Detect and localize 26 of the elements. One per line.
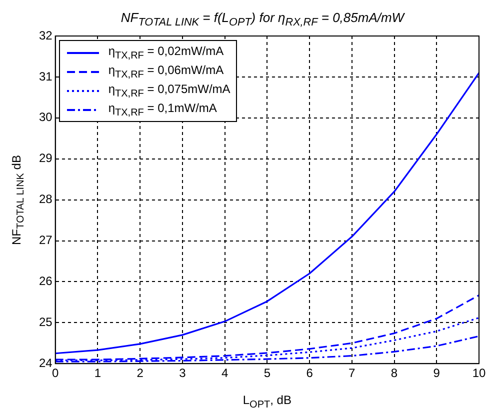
y-tick-label: 25 [38, 314, 53, 329]
y-tick-label: 31 [38, 69, 53, 84]
x-tick-label: 0 [52, 366, 60, 380]
x-tick-label: 4 [221, 366, 228, 380]
chart-title: NF$_{TOTAL LINK}$ = f(L$_{OPT}$) for η$_{RX,RF}$ = 0,85mA/mW [120, 10, 406, 29]
legend-label: η$_{TX,RF}$ = 0,075mW/mA [108, 82, 230, 100]
legend-label: η$_{TX,RF}$ = 0,02mW/mA [108, 44, 224, 62]
y-tick-label: 24 [38, 356, 53, 370]
x-tick-label: 7 [348, 366, 356, 380]
x-tick-label: 6 [306, 366, 314, 380]
y-tick-label: 32 [38, 28, 53, 42]
x-tick-label: 8 [390, 366, 398, 380]
x-tick-label: 1 [94, 366, 102, 380]
legend-label: η$_{TX,RF}$ = 0,06mW/mA [108, 62, 224, 80]
x-tick-label: 9 [433, 366, 440, 380]
y-tick-label: 27 [38, 233, 53, 248]
x-axis-title: L$_{OPT}$, dB [242, 392, 292, 410]
legend-label: η$_{TX,RF}$ = 0,1mW/mA [108, 100, 217, 118]
y-tick-label: 29 [38, 151, 53, 166]
x-tick-label: 2 [136, 366, 144, 380]
y-tick-label: 30 [38, 110, 53, 124]
x-tick-label: 5 [264, 366, 271, 380]
x-tick-label: 10 [472, 366, 486, 380]
y-tick-label: 26 [38, 274, 53, 288]
x-tick-label: 3 [179, 366, 186, 380]
y-tick-label: 28 [38, 192, 53, 206]
